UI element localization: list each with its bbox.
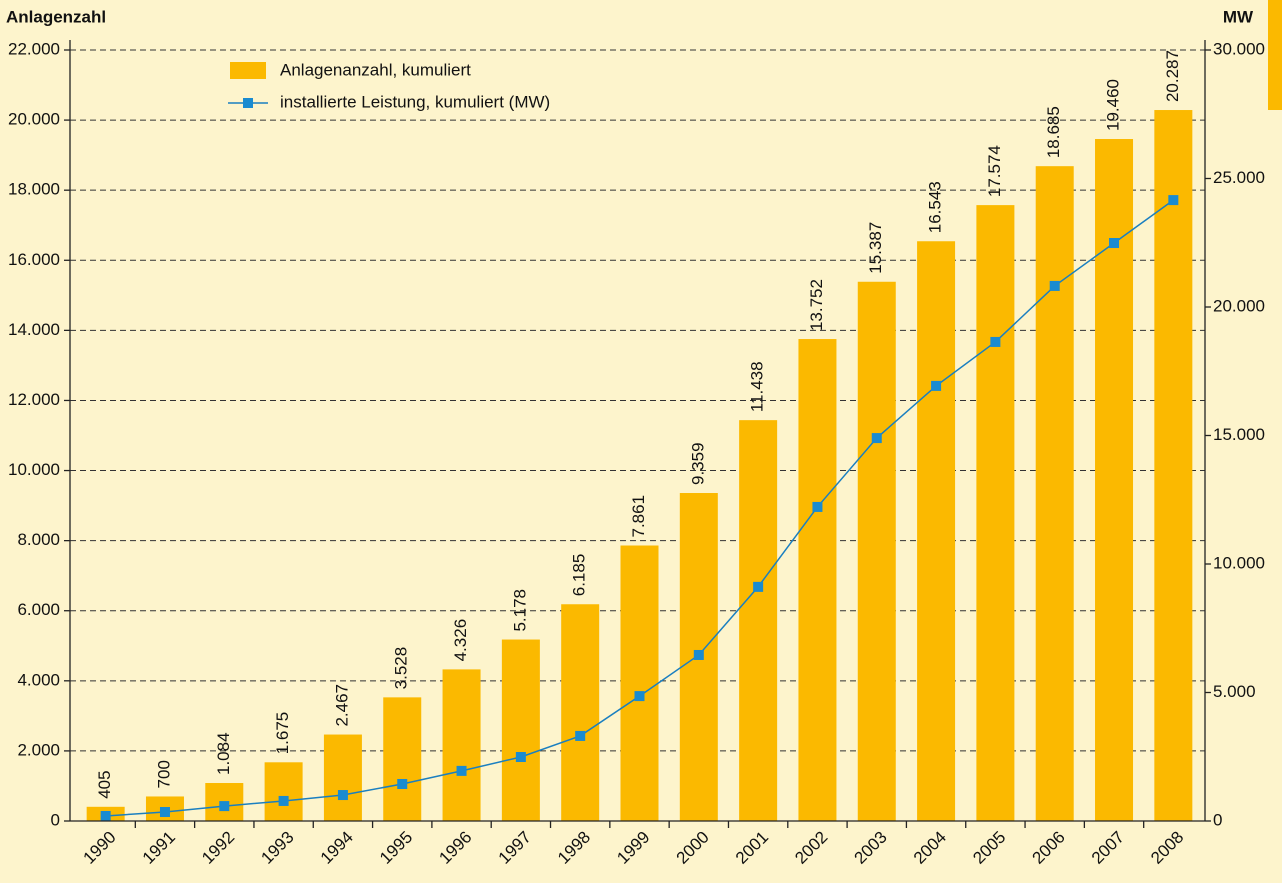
marker <box>278 795 289 806</box>
bar <box>1035 166 1074 822</box>
edge-strip <box>1268 0 1282 110</box>
marker <box>397 778 408 789</box>
legend-marker <box>243 98 253 108</box>
bar <box>798 339 837 821</box>
y-tick-label: 22.000 <box>8 39 60 58</box>
marker <box>990 336 1001 347</box>
marker <box>931 380 942 391</box>
marker <box>575 730 586 741</box>
bar <box>501 639 540 821</box>
marker <box>693 649 704 660</box>
marker <box>871 433 882 444</box>
data-label: 2.467 <box>332 684 351 727</box>
y-tick-label: 20.000 <box>8 110 60 129</box>
marker <box>1049 280 1060 291</box>
data-label: 13.752 <box>807 279 826 331</box>
data-label: 15.387 <box>866 222 885 274</box>
bar <box>561 604 600 821</box>
y-tick-label: 10.000 <box>8 460 60 479</box>
bar <box>323 734 362 821</box>
data-label: 700 <box>154 760 173 788</box>
marker <box>812 501 823 512</box>
y2-tick-label: 15.000 <box>1213 425 1265 444</box>
legend-label: Anlagenanzahl, kumuliert <box>280 60 471 79</box>
y2-tick-label: 30.000 <box>1213 39 1265 58</box>
data-label: 6.185 <box>570 554 589 597</box>
data-label: 405 <box>95 770 114 798</box>
marker <box>456 765 467 776</box>
data-label: 18.685 <box>1044 106 1063 158</box>
y2-tick-label: 25.000 <box>1213 168 1265 187</box>
data-label: 11.438 <box>748 361 767 412</box>
marker <box>100 810 111 821</box>
marker <box>1168 195 1179 206</box>
data-label: 4.326 <box>451 619 470 662</box>
y-tick-label: 14.000 <box>8 320 60 339</box>
data-label: 16.543 <box>926 181 945 233</box>
bar <box>264 762 303 821</box>
marker <box>515 752 526 763</box>
data-label: 1.084 <box>214 732 233 775</box>
y-tick-label: 2.000 <box>17 740 60 759</box>
marker <box>337 790 348 801</box>
bar <box>739 420 778 821</box>
y2-axis-title: MW <box>1223 7 1254 26</box>
y2-tick-label: 5.000 <box>1213 682 1256 701</box>
bar <box>383 697 422 821</box>
y-tick-label: 16.000 <box>8 250 60 269</box>
y2-tick-label: 20.000 <box>1213 296 1265 315</box>
y-tick-label: 0 <box>51 810 60 829</box>
legend-label: installierte Leistung, kumuliert (MW) <box>280 92 550 111</box>
data-label: 19.460 <box>1104 79 1123 131</box>
y2-tick-label: 0 <box>1213 810 1222 829</box>
y-tick-label: 8.000 <box>17 530 60 549</box>
data-label: 3.528 <box>392 647 411 690</box>
y-tick-label: 6.000 <box>17 600 60 619</box>
y-tick-label: 4.000 <box>17 670 60 689</box>
legend-swatch <box>230 62 266 79</box>
bar <box>976 205 1015 821</box>
bar <box>1154 110 1193 822</box>
data-label: 17.574 <box>985 145 1004 197</box>
bar <box>442 669 481 821</box>
data-label: 5.178 <box>510 589 529 632</box>
bar <box>620 545 659 821</box>
y-axis-title: Anlagenzahl <box>6 7 106 26</box>
marker <box>634 691 645 702</box>
marker <box>753 581 764 592</box>
data-label: 7.861 <box>629 495 648 538</box>
bar <box>857 281 896 821</box>
marker <box>219 801 230 812</box>
marker <box>159 807 170 818</box>
data-label: 9.359 <box>688 442 707 485</box>
data-label: 20.287 <box>1163 50 1182 102</box>
bar <box>917 241 956 821</box>
data-label: 1.675 <box>273 712 292 755</box>
marker <box>1109 238 1120 249</box>
y-tick-label: 12.000 <box>8 390 60 409</box>
y-tick-label: 18.000 <box>8 180 60 199</box>
y2-tick-label: 10.000 <box>1213 553 1265 572</box>
